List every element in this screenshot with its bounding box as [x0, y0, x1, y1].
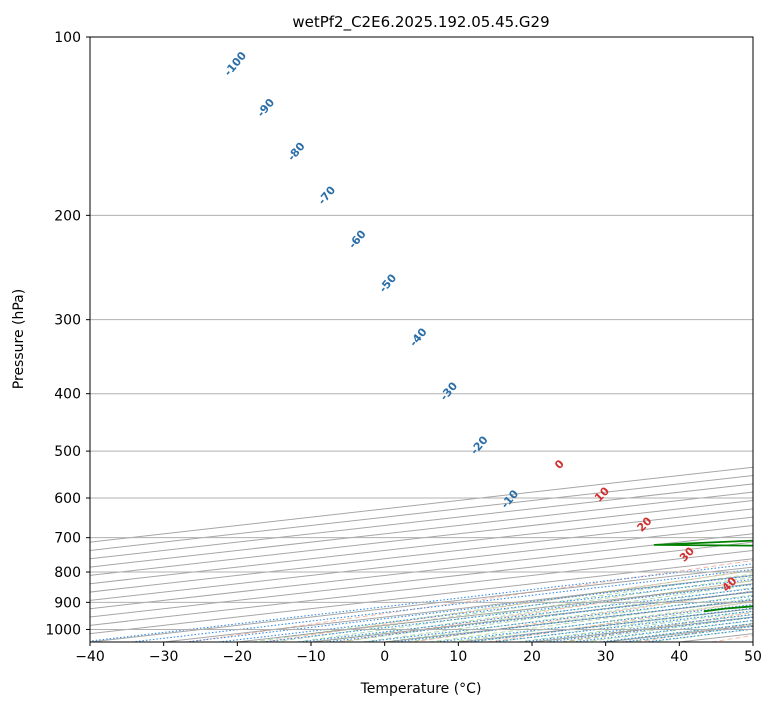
- x-tick-label: −20: [223, 649, 253, 665]
- y-tick-label: 400: [54, 387, 81, 403]
- y-tick-label: 200: [54, 208, 81, 224]
- x-tick-label: −30: [149, 649, 179, 665]
- moist-adiabat: [274, 573, 753, 642]
- x-tick-label: 30: [597, 649, 615, 665]
- x-tick-label: −10: [296, 649, 326, 665]
- dry-adiabat: [188, 559, 753, 642]
- isotherm: [90, 466, 753, 543]
- plot-frame: [89, 36, 754, 643]
- isotherm: [90, 533, 753, 610]
- y-tick-label: 500: [54, 444, 81, 460]
- y-tick-label: 900: [54, 595, 81, 611]
- grid-layer: [90, 37, 753, 642]
- isotherm: [90, 475, 753, 551]
- x-tick-label: 0: [380, 649, 389, 665]
- isotherm: [90, 483, 753, 560]
- mixing-ratio-line: [185, 575, 753, 642]
- dry-adiabat: [412, 590, 753, 642]
- mixing-ratio-line: [131, 568, 753, 642]
- x-tick-label: 40: [670, 649, 688, 665]
- isotherm: [90, 500, 753, 576]
- chart-title: wetPf2_C2E6.2025.192.05.45.G29: [292, 13, 549, 32]
- moist-adiabat: [340, 583, 753, 642]
- moist-adiabat: [296, 576, 753, 642]
- y-tick-label: 600: [54, 491, 81, 507]
- x-tick-label: 20: [523, 649, 541, 665]
- moist-adiabat: [428, 597, 753, 642]
- isotherm: [90, 524, 753, 601]
- mixing-ratio-line: [467, 607, 753, 642]
- x-tick-label: 10: [449, 649, 467, 665]
- y-tick-label: 800: [54, 565, 81, 581]
- x-axis-label: Temperature (°C): [360, 681, 482, 697]
- isotherm: [90, 516, 753, 593]
- y-tick-label: 300: [54, 313, 81, 329]
- y-tick-label: 700: [54, 531, 81, 547]
- x-tick-label: 50: [744, 649, 762, 665]
- y-axis-label: Pressure (hPa): [11, 289, 27, 389]
- isotherm: [90, 491, 753, 568]
- moist-adiabat: [252, 569, 753, 642]
- mixing-ratio-line: [436, 603, 753, 642]
- x-tick-label: −40: [75, 649, 105, 665]
- y-tick-label: 100: [54, 30, 81, 46]
- mixing-ratio-line: [492, 610, 753, 642]
- y-tick-label: 1000: [45, 622, 81, 638]
- isotherm: [90, 508, 753, 585]
- mixing-ratio-line: [90, 563, 753, 642]
- mixing-ratio-line: [522, 613, 753, 642]
- moist-adiabat: [406, 594, 753, 642]
- plot-background: [90, 37, 753, 642]
- moist-adiabat: [362, 587, 753, 642]
- axis-ticks: −40 −30 −20 −10 0 10 20 30 40 50 100 200 300 400 500 60…: [45, 30, 762, 665]
